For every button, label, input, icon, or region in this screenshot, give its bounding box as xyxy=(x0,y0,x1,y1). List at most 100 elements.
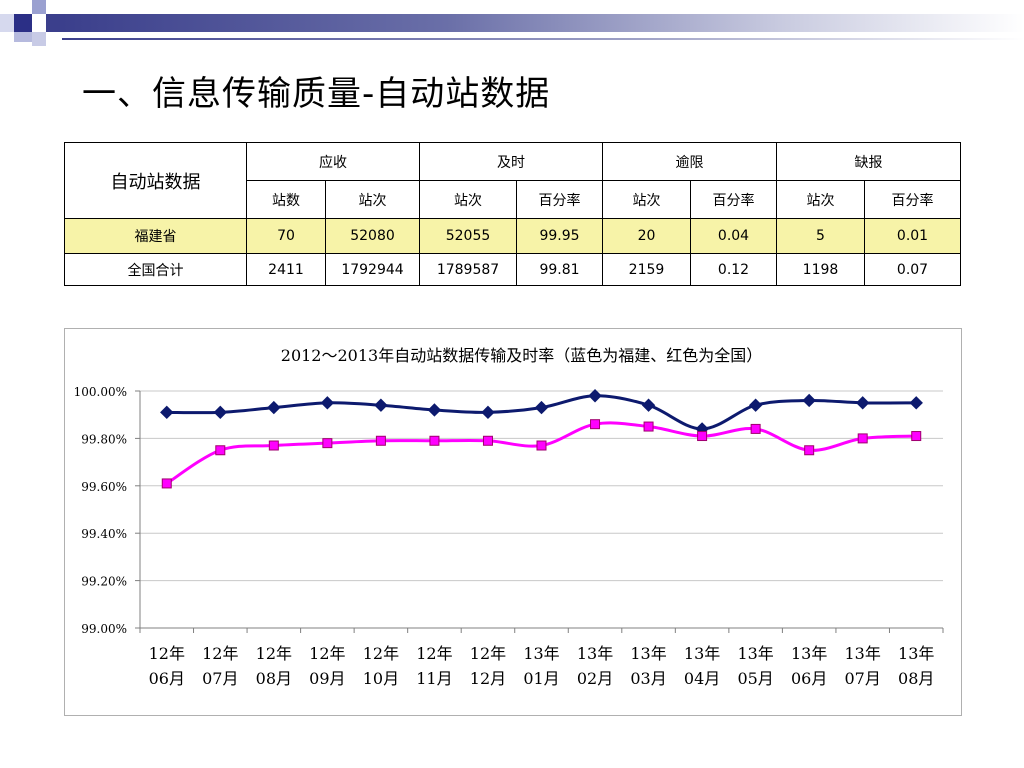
data-point xyxy=(750,423,761,434)
data-point xyxy=(375,435,386,446)
timeliness-line-chart: 2012～2013年自动站数据传输及时率（蓝色为福建、红色为全国） 99.00% 9… xyxy=(74,346,944,688)
data-point xyxy=(590,419,601,430)
x-tick-label: 12年 xyxy=(470,644,506,663)
x-tick-label: 12年 xyxy=(363,644,399,663)
table-cell: 1789587 xyxy=(419,253,517,286)
y-tick-label: 99.40% xyxy=(81,527,127,541)
chart-container: 2012～2013年自动站数据传输及时率（蓝色为福建、红色为全国） 99.00% 9… xyxy=(64,328,962,716)
x-tick-label: 07月 xyxy=(202,669,238,688)
data-point xyxy=(855,396,870,410)
data-point xyxy=(374,398,388,412)
y-tick-label: 99.60% xyxy=(81,480,127,494)
x-tick-label: 12年 xyxy=(309,644,345,663)
y-tick-label: 100.00% xyxy=(74,385,127,399)
header-gradient-bar xyxy=(62,14,1024,32)
column-header: 站次 xyxy=(419,180,517,219)
table-cell: 52055 xyxy=(419,218,517,254)
table-cell: 20 xyxy=(602,218,691,254)
data-point xyxy=(161,478,172,489)
table-cell: 1198 xyxy=(776,253,865,286)
header-divider xyxy=(62,38,1024,40)
column-header: 百分率 xyxy=(864,180,961,219)
data-point xyxy=(857,433,868,444)
x-tick-label: 13年 xyxy=(684,644,720,663)
data-point xyxy=(267,400,281,415)
data-point xyxy=(536,440,547,451)
table-cell: 5 xyxy=(776,218,865,254)
column-header: 百分率 xyxy=(690,180,777,219)
column-header: 站次 xyxy=(325,180,420,219)
x-tick-label: 08月 xyxy=(898,669,934,688)
table-cell: 70 xyxy=(246,218,326,254)
column-header: 站数 xyxy=(246,180,326,219)
table-cell: 99.95 xyxy=(516,218,603,254)
data-point xyxy=(322,438,333,449)
x-tick-label: 13年 xyxy=(845,644,881,663)
data-point xyxy=(427,403,442,417)
x-tick-label: 06月 xyxy=(791,669,827,688)
table-cell: 2159 xyxy=(602,253,691,286)
x-tick-label: 05月 xyxy=(737,669,773,688)
data-point xyxy=(643,421,654,432)
x-tick-label: 12年 xyxy=(256,644,292,663)
data-point xyxy=(748,398,763,412)
series-line-1 xyxy=(165,421,917,485)
table-cell: 52080 xyxy=(325,218,420,254)
x-tick-label: 12年 xyxy=(416,644,452,663)
x-tick-label: 13年 xyxy=(898,644,934,663)
x-tick-label: 13年 xyxy=(577,644,613,663)
table-corner-label: 自动站数据 xyxy=(64,142,247,219)
data-point xyxy=(909,396,923,410)
x-tick-label: 03月 xyxy=(630,669,666,688)
table-cell: 2411 xyxy=(246,253,326,286)
table-cell: 0.12 xyxy=(690,253,777,286)
y-tick-label: 99.20% xyxy=(81,575,127,589)
data-point xyxy=(213,405,228,420)
data-point xyxy=(534,400,549,415)
column-header: 站次 xyxy=(776,180,865,219)
x-tick-label: 12月 xyxy=(470,669,506,688)
column-header: 百分率 xyxy=(516,180,603,219)
column-header: 站次 xyxy=(602,180,691,219)
table-cell: 0.04 xyxy=(690,218,777,254)
data-point xyxy=(215,445,226,456)
data-point xyxy=(804,445,815,456)
table-cell: 0.07 xyxy=(864,253,961,286)
table-cell: 1792944 xyxy=(325,253,420,286)
x-tick-label: 13年 xyxy=(791,644,827,663)
data-point xyxy=(429,435,440,446)
group-header: 应收 xyxy=(246,142,420,181)
chart-title: 2012～2013年自动站数据传输及时率（蓝色为福建、红色为全国） xyxy=(281,346,762,365)
data-point xyxy=(588,389,602,403)
data-point xyxy=(697,431,708,442)
x-tick-label: 01月 xyxy=(523,669,559,688)
table-cell: 99.81 xyxy=(516,253,603,286)
x-tick-label: 08月 xyxy=(256,669,292,688)
row-label: 全国合计 xyxy=(64,253,247,286)
station-data-table: 自动站数据 应收 及时 逾限 缺报 站数 站次 站次 百分率 站次 百分率 站次… xyxy=(64,142,961,286)
data-point xyxy=(641,398,656,412)
y-tick-label: 99.80% xyxy=(81,432,127,446)
x-tick-label: 13年 xyxy=(523,644,559,663)
table-row-national: 全国合计 2411 1792944 1789587 99.81 2159 0.1… xyxy=(64,253,961,286)
data-point xyxy=(268,440,279,451)
x-tick-label: 07月 xyxy=(845,669,881,688)
x-tick-label: 13年 xyxy=(630,644,666,663)
x-tick-label: 10月 xyxy=(363,669,399,688)
data-point xyxy=(481,405,495,420)
x-tick-label: 09月 xyxy=(309,669,345,688)
table-cell: 0.01 xyxy=(864,218,961,254)
x-tick-label: 12年 xyxy=(202,644,238,663)
table-row-fujian: 福建省 70 52080 52055 99.95 20 0.04 5 0.01 xyxy=(64,218,961,254)
x-tick-label: 13年 xyxy=(737,644,773,663)
group-header: 及时 xyxy=(419,142,603,181)
group-header: 缺报 xyxy=(776,142,961,181)
data-point xyxy=(911,431,922,442)
x-tick-label: 12年 xyxy=(149,644,185,663)
row-label: 福建省 xyxy=(64,218,247,254)
data-point xyxy=(160,405,174,420)
slide-title: 一、信息传输质量-自动站数据 xyxy=(82,74,551,114)
x-tick-label: 02月 xyxy=(577,669,613,688)
x-tick-label: 06月 xyxy=(149,669,185,688)
data-point xyxy=(482,435,493,446)
